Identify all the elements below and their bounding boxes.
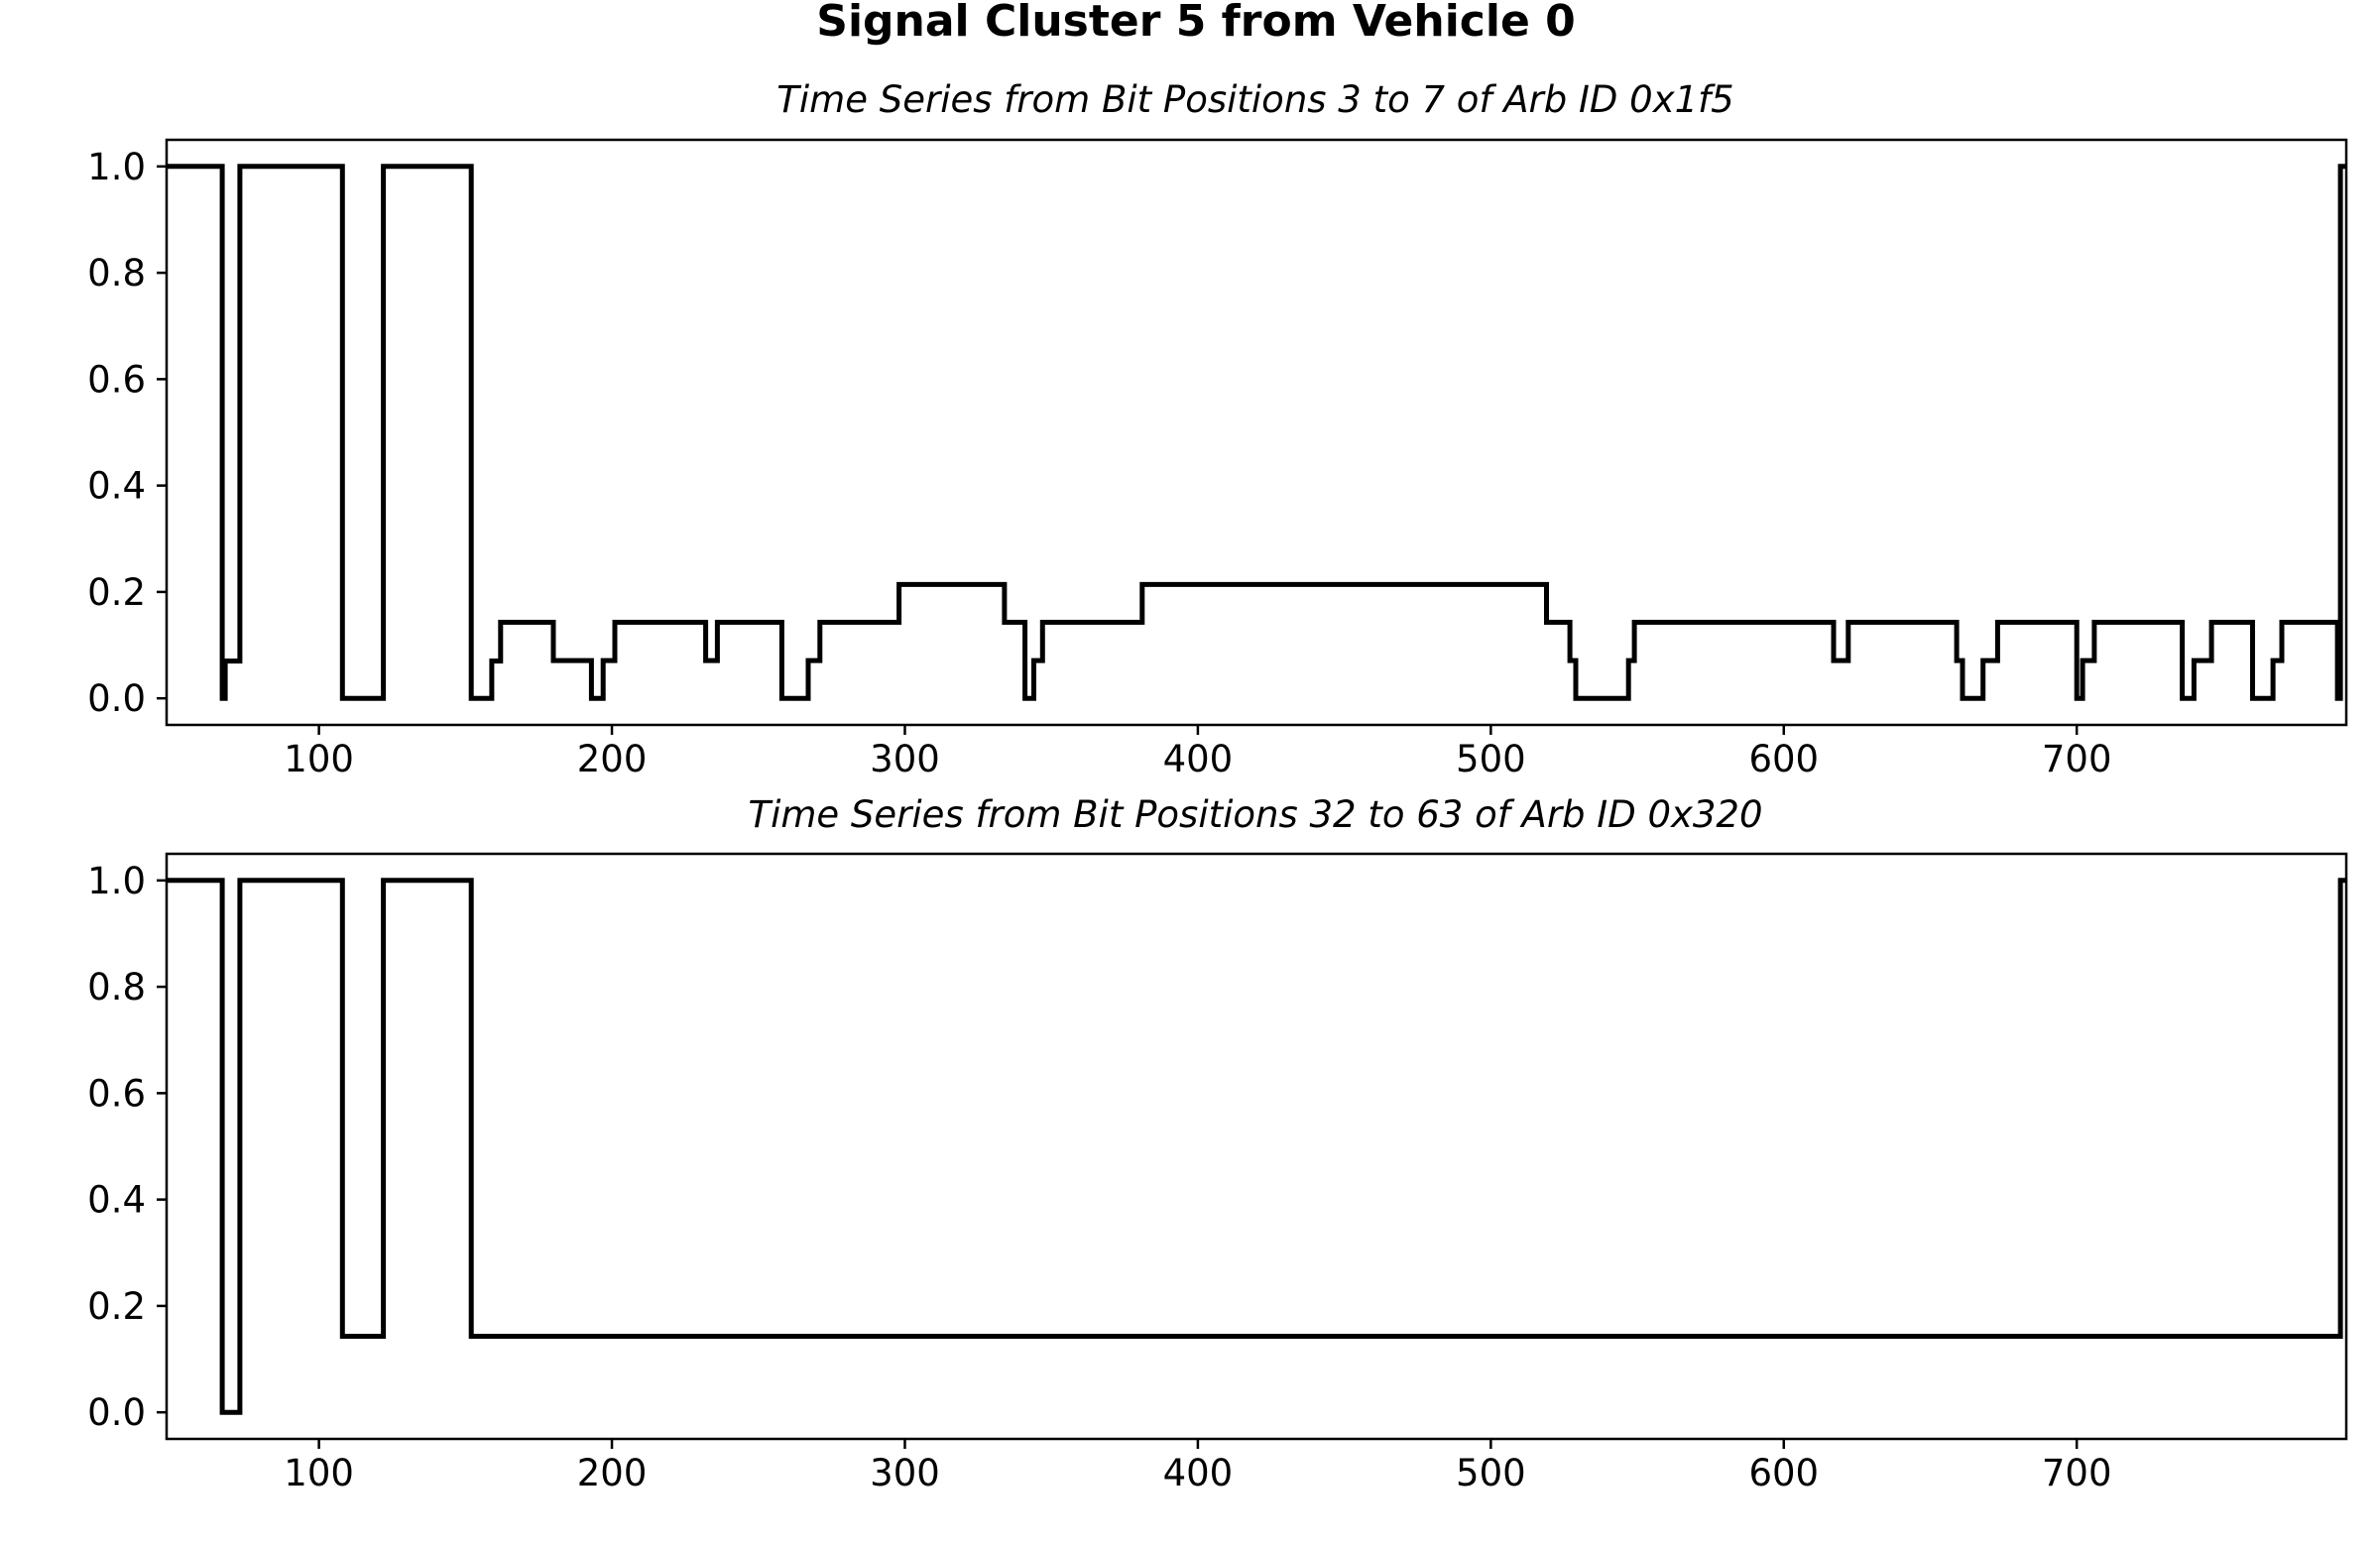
subplot-top-y-axis: 0.0 0.2 0.4 0.6 0.8 1.0 <box>87 146 167 720</box>
x-tick-label: 200 <box>577 1452 648 1494</box>
subplot-top: Time Series from Bit Positions 3 to 7 of… <box>87 78 2348 780</box>
x-tick-label: 200 <box>577 738 648 780</box>
x-tick-label: 400 <box>1163 738 1234 780</box>
y-tick-label: 0.8 <box>87 252 146 295</box>
x-tick-label: 500 <box>1456 738 1526 780</box>
y-tick-label: 0.6 <box>87 1072 146 1115</box>
x-tick-label: 300 <box>870 1452 940 1494</box>
subplot-bottom-x-axis: 100 200 300 400 500 600 700 <box>284 1439 2112 1494</box>
x-tick-label: 100 <box>284 738 354 780</box>
y-tick-label: 1.0 <box>87 146 146 188</box>
x-tick-label: 100 <box>284 1452 354 1494</box>
x-tick-label: 500 <box>1456 1452 1526 1494</box>
y-tick-label: 0.6 <box>87 358 146 401</box>
subplot-bottom-y-axis: 0.0 0.2 0.4 0.6 0.8 1.0 <box>87 860 167 1434</box>
y-tick-label: 0.2 <box>87 1285 146 1328</box>
subplot-top-title: Time Series from Bit Positions 3 to 7 of… <box>776 78 1733 121</box>
y-tick-label: 0.4 <box>87 1179 146 1222</box>
x-tick-label: 600 <box>1748 738 1819 780</box>
subplot-bottom-series-line-0 <box>167 878 2346 1415</box>
subplot-top-x-axis: 100 200 300 400 500 600 700 <box>284 725 2112 780</box>
subplot-bottom-marks <box>167 878 2346 1415</box>
x-tick-label: 700 <box>2042 1452 2112 1494</box>
x-tick-label: 700 <box>2042 738 2112 780</box>
subplot-bottom-frame <box>165 852 2348 1441</box>
x-tick-label: 600 <box>1748 1452 1819 1494</box>
y-tick-label: 1.0 <box>87 860 146 902</box>
y-tick-label: 0.4 <box>87 465 146 508</box>
subplot-bottom-title: Time Series from Bit Positions 32 to 63 … <box>748 793 1762 836</box>
subplot-top-marks <box>167 164 2346 701</box>
subplot-top-series-line-0 <box>167 164 2346 701</box>
y-tick-label: 0.8 <box>87 966 146 1009</box>
subplot-bottom: Time Series from Bit Positions 32 to 63 … <box>87 793 2348 1494</box>
y-tick-label: 0.2 <box>87 571 146 614</box>
figure-title: Signal Cluster 5 from Vehicle 0 <box>816 0 1575 47</box>
x-tick-label: 300 <box>870 738 940 780</box>
y-tick-label: 0.0 <box>87 1391 146 1434</box>
y-tick-label: 0.0 <box>87 677 146 720</box>
x-tick-label: 400 <box>1163 1452 1234 1494</box>
subplot-top-frame <box>165 138 2348 727</box>
